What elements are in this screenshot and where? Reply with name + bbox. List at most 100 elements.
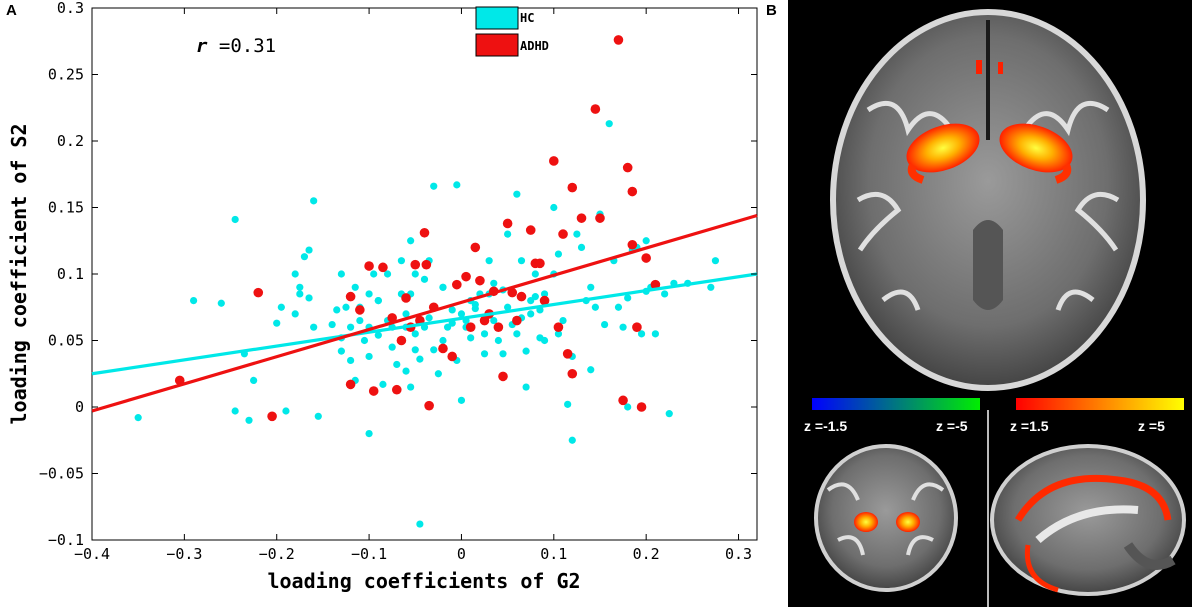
adhd-point [396, 335, 407, 346]
adhd-point [553, 322, 564, 333]
adhd-point [419, 227, 430, 238]
hc-point [374, 297, 382, 305]
hc-point [480, 330, 489, 338]
hc-point [513, 190, 521, 198]
hc-point [342, 303, 350, 311]
adhd-point [447, 351, 458, 362]
y-axis-title: loading coefficient of S2 [7, 123, 31, 424]
hc-point [457, 310, 466, 318]
adhd-point [465, 322, 476, 333]
colorbar-positive-left-label: z =1.5 [1010, 418, 1049, 434]
adhd-point [613, 35, 624, 45]
adhd-point [567, 182, 578, 193]
hc-point [707, 283, 715, 291]
y-tick-label: 0.05 [48, 332, 84, 350]
adhd-point [378, 262, 388, 273]
fit-lines [91, 213, 758, 413]
legend-swatch-hc [475, 6, 519, 30]
hc-point [550, 203, 558, 212]
adhd-point [368, 386, 379, 396]
x-tick-label: 0.3 [725, 545, 752, 563]
y-tick-label: 0.2 [57, 132, 84, 150]
hc-point [134, 414, 142, 422]
hc-point [619, 323, 627, 331]
hc-point [333, 306, 341, 314]
hc-point [430, 182, 438, 190]
hc-point [314, 412, 322, 420]
x-tick-label: −0.1 [351, 545, 387, 563]
plot-frame [91, 7, 758, 541]
hc-point [411, 330, 419, 338]
hc-point [591, 303, 599, 311]
hc-point [614, 303, 623, 311]
adhd-point [267, 411, 277, 422]
y-tick-label: 0.3 [57, 0, 84, 17]
hc-point [402, 310, 410, 318]
hc-point [605, 120, 613, 128]
hc-point [416, 355, 424, 363]
adhd-point [345, 291, 356, 302]
adhd-point [567, 368, 578, 379]
hc-point [527, 310, 535, 318]
panel-a-label: A [6, 2, 17, 19]
hc-point [310, 323, 318, 331]
colorbar-negative-right-label: z =-5 [936, 418, 968, 434]
hc-point [467, 334, 475, 342]
sagittal-slice [990, 444, 1186, 596]
hc-point [310, 197, 318, 205]
hc-point [360, 336, 369, 345]
hc-point [504, 230, 512, 238]
hc-point [490, 316, 498, 325]
hc-point [420, 275, 429, 283]
hc-point [540, 290, 549, 298]
legend-label-hc: HC [520, 11, 534, 25]
hc-point [388, 343, 396, 351]
colorbar-negative [812, 398, 980, 410]
adhd-point [387, 313, 397, 323]
hc-point [231, 215, 239, 224]
hc-point [356, 316, 364, 325]
hc-point [457, 396, 466, 404]
adhd-point [391, 384, 402, 395]
hc-point [522, 383, 530, 391]
r-symbol: r [196, 35, 208, 57]
y-tick-label: 0 [75, 398, 84, 416]
scatter-chart: −0.4 −0.3 −0.2 −0.1 0 0.1 0.2 0.3 −0.1 −0.05 0 0.0… [7, 0, 758, 593]
plot-area [91, 7, 758, 541]
adhd-point [424, 400, 434, 411]
hc-point [273, 319, 281, 327]
adhd-point [452, 279, 462, 290]
hc-point [430, 346, 438, 354]
hc-point [531, 270, 539, 278]
hc-point [499, 350, 507, 358]
axial-slice [830, 9, 1146, 391]
hc-point [439, 283, 447, 291]
adhd-point [512, 315, 522, 326]
adhd-point [421, 259, 432, 270]
adhd-point [539, 295, 550, 306]
y-tick-label: 0.1 [57, 265, 84, 283]
adhd-point [355, 305, 365, 315]
hc-point [564, 400, 572, 408]
hc-point [601, 320, 609, 329]
hc-point [573, 230, 581, 238]
adhd-point [470, 242, 481, 253]
hc-point [485, 257, 493, 265]
adhd-point [475, 275, 485, 286]
adhd-point [632, 322, 642, 333]
hc-point [522, 347, 530, 355]
colorbar-negative-left-label: z =-1.5 [804, 418, 848, 434]
hc-point [300, 253, 309, 261]
hc-point [397, 257, 406, 265]
adhd-point [622, 162, 633, 173]
hc-point [407, 383, 415, 391]
adhd-fit-line [91, 213, 758, 413]
hc-point [374, 331, 382, 339]
hc-point [711, 257, 720, 265]
brain-images [812, 9, 1186, 607]
hc-point [231, 407, 239, 415]
brain-imaging-panel: B [766, 0, 1192, 607]
hc-point [494, 336, 502, 345]
hc-point [513, 330, 521, 338]
adhd-point [516, 291, 527, 302]
